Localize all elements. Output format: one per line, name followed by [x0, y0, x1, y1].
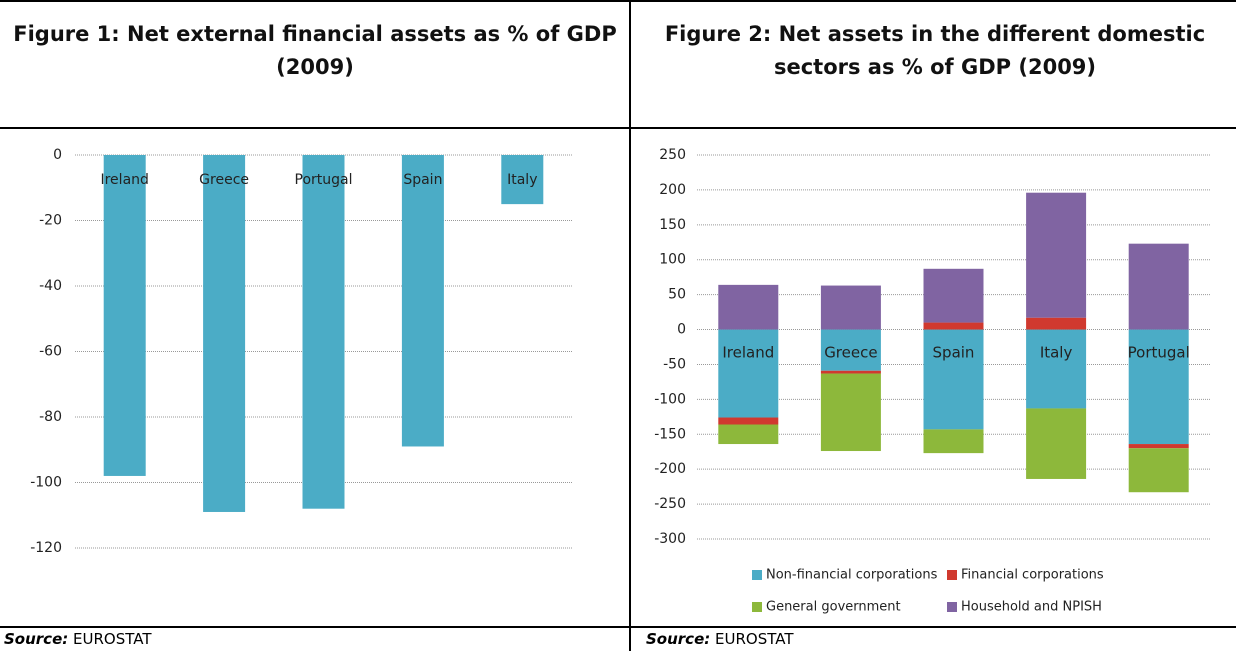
bar-segment [718, 417, 779, 425]
category-label: Italy [1040, 344, 1073, 362]
legend-swatch [947, 602, 957, 612]
bar-segment [718, 329, 779, 418]
legend-label: General government [766, 600, 901, 615]
bar [203, 155, 246, 512]
bar-segment [1128, 329, 1189, 445]
legend-label: Non-financial corporations [766, 568, 938, 583]
y-tick-label: 0 [53, 147, 62, 163]
chart-title: Figure 2: Net assets in the different do… [664, 22, 1206, 79]
legend-swatch [947, 570, 957, 580]
bar-segment [1128, 243, 1189, 330]
source-label: Source: [4, 630, 69, 648]
y-tick-label: 250 [659, 147, 686, 163]
y-tick-label: -100 [30, 475, 62, 491]
category-label: Ireland [100, 172, 148, 188]
y-tick-label: -20 [39, 213, 62, 229]
bar-segment [1026, 192, 1087, 318]
y-tick-label: -40 [39, 278, 62, 294]
bar-segment [1026, 329, 1087, 409]
y-tick-label: -150 [654, 426, 686, 442]
legend-label: Household and NPISH [961, 600, 1102, 615]
y-tick-label: 100 [659, 252, 686, 268]
bar-segment [820, 285, 881, 330]
y-tick-label: 0 [677, 322, 686, 338]
category-label: Portugal [1128, 344, 1190, 362]
y-tick-label: -80 [39, 409, 62, 425]
legend-label: Financial corporations [961, 568, 1104, 583]
bar-segment [923, 322, 984, 330]
source-text: EUROSTAT [73, 630, 152, 648]
y-tick-label: -50 [663, 356, 686, 372]
bar [302, 155, 345, 509]
y-tick-label: 150 [659, 217, 686, 233]
source: Source: EUROSTAT [646, 630, 794, 648]
category-label: Italy [507, 172, 537, 188]
bar-segment [718, 284, 779, 330]
chart-title: Figure 1: Net external financial assets … [13, 22, 617, 79]
legend-swatch [752, 602, 762, 612]
bar-segment [1128, 448, 1189, 493]
source-label: Source: [646, 630, 711, 648]
bar-segment [718, 424, 779, 445]
y-tick-label: -60 [39, 344, 62, 360]
y-tick-label: -250 [654, 496, 686, 512]
source: Source: EUROSTAT [4, 630, 152, 648]
category-label: Greece [199, 172, 249, 188]
y-tick-label: -100 [654, 391, 686, 407]
y-tick-label: 50 [668, 287, 686, 303]
bar-segment [820, 370, 881, 374]
bar-segment [820, 373, 881, 452]
bar-segment [1026, 317, 1087, 330]
category-label: Spain [403, 172, 442, 188]
category-label: Portugal [295, 172, 353, 188]
bar-segment [1026, 408, 1087, 479]
y-tick-label: 200 [659, 182, 686, 198]
y-tick-label: -120 [30, 540, 62, 556]
source-text: EUROSTAT [715, 630, 794, 648]
bar-segment [923, 429, 984, 454]
bar [401, 155, 444, 447]
y-tick-label: -200 [654, 461, 686, 477]
bar-segment [1128, 444, 1189, 449]
legend-swatch [752, 570, 762, 580]
category-label: Spain [933, 344, 975, 362]
category-label: Ireland [722, 344, 774, 362]
bar-segment [923, 268, 984, 323]
bar-segment [820, 329, 881, 371]
y-tick-label: -300 [654, 531, 686, 547]
bar [501, 155, 544, 205]
bar-segment [923, 329, 984, 430]
category-label: Greece [824, 344, 877, 362]
bar [103, 155, 146, 476]
